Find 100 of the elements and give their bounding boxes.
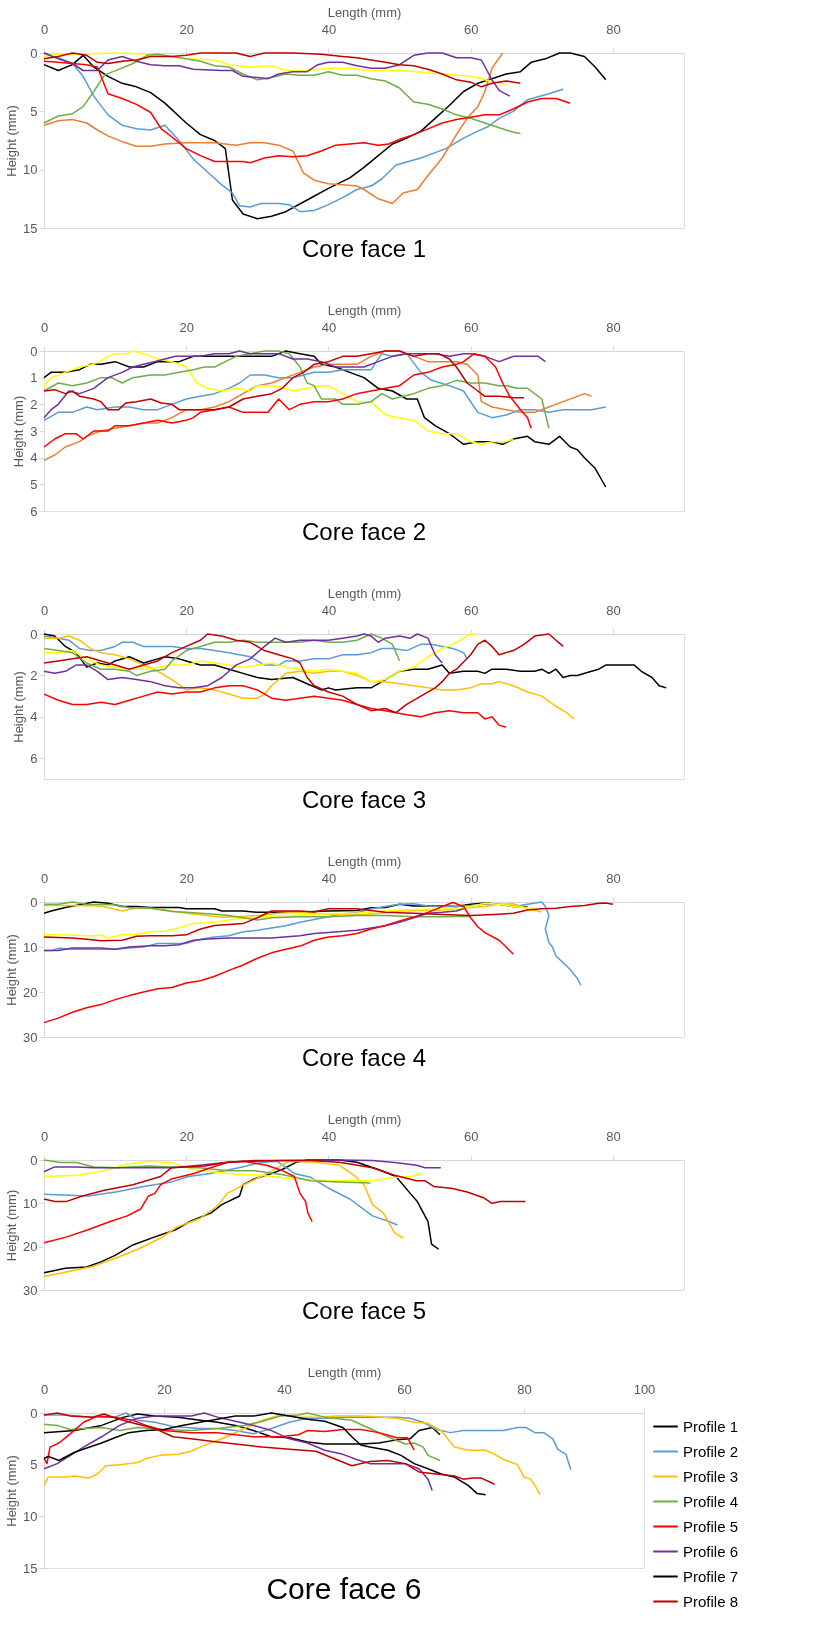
y-tick-label: 10 — [23, 1508, 38, 1524]
y-tick-label: 5 — [30, 103, 38, 119]
y-tick-label: 30 — [23, 1029, 38, 1045]
x-tick-label: 80 — [606, 602, 621, 618]
y-tick-label: 0 — [30, 894, 38, 910]
line-series — [43, 902, 614, 942]
line-series — [43, 1159, 372, 1184]
x-tick-label: 0 — [40, 602, 49, 618]
x-tick-label: 60 — [463, 319, 479, 335]
y-axis-title: Height (mm) — [11, 671, 27, 743]
y-tick-label: 15 — [23, 220, 38, 236]
legend-label: Profile 4 — [683, 1492, 739, 1510]
y-tick-label: 10 — [23, 162, 38, 178]
legend-label: Profile 7 — [683, 1567, 739, 1585]
y-axis-title: Height (mm) — [4, 105, 20, 177]
line-series — [43, 350, 593, 462]
line-series — [43, 53, 522, 135]
x-tick-label: 60 — [397, 1381, 412, 1397]
y-tick-label: 0 — [30, 343, 38, 359]
y-tick-label: 0 — [30, 1152, 38, 1168]
x-tick-label: 60 — [463, 1128, 479, 1144]
x-axis-title: Length (mm) — [327, 4, 402, 20]
line-series — [43, 1412, 572, 1471]
line-series — [43, 1160, 399, 1226]
legend-label: Profile 6 — [683, 1542, 739, 1560]
x-tick-label: 0 — [40, 319, 49, 335]
x-tick-label: 100 — [633, 1381, 656, 1397]
line-series — [43, 52, 511, 97]
y-tick-label: 0 — [30, 626, 38, 642]
x-axis-title: Length (mm) — [327, 302, 402, 318]
y-tick-label: 20 — [23, 1239, 38, 1255]
x-tick-label: 0 — [40, 1381, 49, 1397]
x-tick-label: 80 — [606, 870, 621, 886]
line-series — [43, 633, 443, 689]
y-tick-label: 30 — [23, 1282, 38, 1298]
line-series — [43, 685, 507, 728]
x-tick-label: 20 — [179, 1128, 194, 1144]
text: Core face 2 — [301, 518, 427, 545]
text: Core face 5 — [301, 1297, 427, 1324]
x-tick-label: 0 — [40, 870, 49, 886]
y-tick-label: 0 — [30, 1405, 38, 1421]
line-series — [43, 60, 571, 164]
legend-label: Profile 3 — [683, 1467, 739, 1485]
x-tick-label: 40 — [321, 602, 337, 618]
x-tick-label: 20 — [179, 21, 194, 37]
text: Core face 4 — [301, 1044, 427, 1071]
line-series — [43, 52, 504, 205]
line-series — [43, 633, 401, 677]
y-tick-label: 4 — [30, 450, 38, 466]
y-axis-title: Height (mm) — [4, 934, 20, 1006]
y-tick-label: 5 — [30, 1457, 38, 1473]
x-tick-label: 60 — [463, 870, 479, 886]
line-series — [43, 1415, 415, 1465]
x-axis-title: Length (mm) — [327, 853, 402, 869]
x-tick-label: 20 — [157, 1381, 172, 1397]
y-tick-label: 1 — [30, 370, 38, 386]
y-axis-title: Height (mm) — [4, 1189, 20, 1262]
line-series — [43, 1412, 433, 1492]
line-series — [43, 1159, 527, 1205]
legend-label: Profile 8 — [683, 1592, 739, 1610]
line-series — [43, 1160, 313, 1244]
line-series — [43, 633, 479, 683]
x-axis-title: Length (mm) — [327, 585, 402, 601]
line-series — [43, 352, 607, 422]
y-tick-label: 6 — [30, 750, 38, 766]
line-series — [43, 901, 472, 921]
line-series — [43, 350, 525, 411]
x-tick-label: 80 — [606, 21, 621, 37]
y-tick-label: 2 — [30, 667, 38, 683]
line-series — [43, 635, 468, 666]
text: Core face 6 — [266, 1572, 422, 1605]
x-tick-label: 80 — [517, 1381, 532, 1397]
y-tick-label: 15 — [23, 1560, 38, 1576]
y-tick-label: 3 — [30, 423, 38, 439]
legend-label: Profile 2 — [683, 1442, 739, 1460]
x-tick-label: 40 — [277, 1381, 292, 1397]
line-series — [43, 908, 465, 952]
y-tick-label: 20 — [23, 984, 38, 1000]
y-tick-label: 5 — [30, 476, 38, 492]
x-tick-label: 0 — [40, 1128, 49, 1144]
y-tick-label: 6 — [30, 503, 38, 519]
x-axis-title: Length (mm) — [327, 1111, 402, 1127]
x-tick-label: 0 — [40, 21, 49, 37]
x-axis-title: Length (mm) — [307, 1364, 382, 1380]
x-tick-label: 40 — [321, 319, 337, 335]
text: Core face 3 — [301, 786, 427, 813]
y-axis-title: Height (mm) — [11, 395, 27, 468]
y-tick-label: 2 — [30, 396, 38, 412]
x-tick-label: 80 — [606, 1128, 621, 1144]
legend-label: Profile 1 — [683, 1417, 739, 1435]
x-tick-label: 60 — [463, 21, 479, 37]
x-tick-label: 40 — [321, 21, 337, 37]
legend-label: Profile 5 — [683, 1517, 739, 1535]
y-tick-label: 10 — [23, 1195, 38, 1211]
y-tick-label: 4 — [30, 709, 38, 725]
y-axis-title: Height (mm) — [4, 1455, 20, 1527]
x-tick-label: 60 — [463, 602, 479, 618]
y-tick-label: 10 — [23, 939, 38, 955]
y-tick-label: 0 — [30, 45, 38, 61]
line-series — [43, 1412, 441, 1462]
